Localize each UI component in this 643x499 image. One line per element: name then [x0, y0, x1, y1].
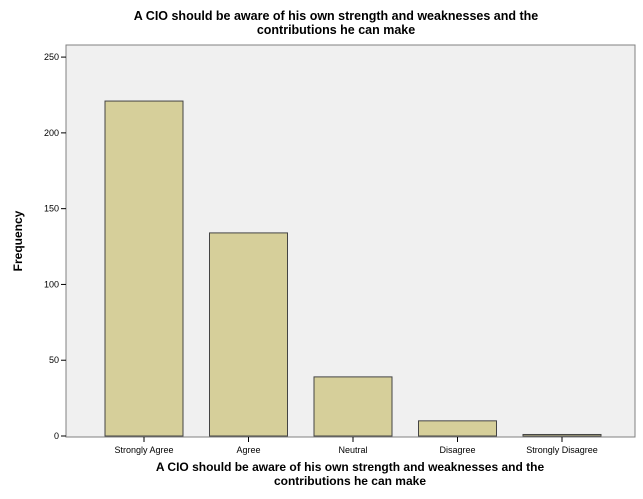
bars	[104, 100, 602, 437]
y-tick-label: 200	[44, 128, 59, 138]
x-tick-label: Strongly Agree	[114, 445, 173, 455]
x-axis-label-line-1: A CIO should be aware of his own strengt…	[156, 460, 545, 474]
chart-title-line-1: A CIO should be aware of his own strengt…	[134, 9, 539, 23]
x-tick-label: Strongly Disagree	[526, 445, 598, 455]
y-tick-label: 50	[49, 355, 59, 365]
x-axis-ticks: Strongly Agree Agree Neutral Disagree Strong…	[114, 437, 598, 455]
x-tick-label: Disagree	[439, 445, 475, 455]
bar-strongly-agree	[104, 100, 184, 437]
bar-neutral	[313, 376, 393, 437]
y-axis-label: Frequency	[11, 210, 25, 271]
x-tick-label: Agree	[236, 445, 260, 455]
bar-disagree	[418, 420, 497, 437]
x-tick-label: Neutral	[338, 445, 367, 455]
chart-title-line-2: contributions he can make	[257, 23, 415, 37]
bar-agree	[209, 232, 288, 437]
y-tick-label: 250	[44, 52, 59, 62]
x-axis-label-line-2: contributions he can make	[274, 474, 426, 488]
bar-strongly-disagree	[522, 433, 602, 437]
y-tick-label: 100	[44, 279, 59, 289]
y-tick-label: 150	[44, 204, 59, 214]
y-axis-ticks: 0 50 100 150 200 250	[44, 52, 66, 441]
y-tick-label: 0	[54, 431, 59, 441]
